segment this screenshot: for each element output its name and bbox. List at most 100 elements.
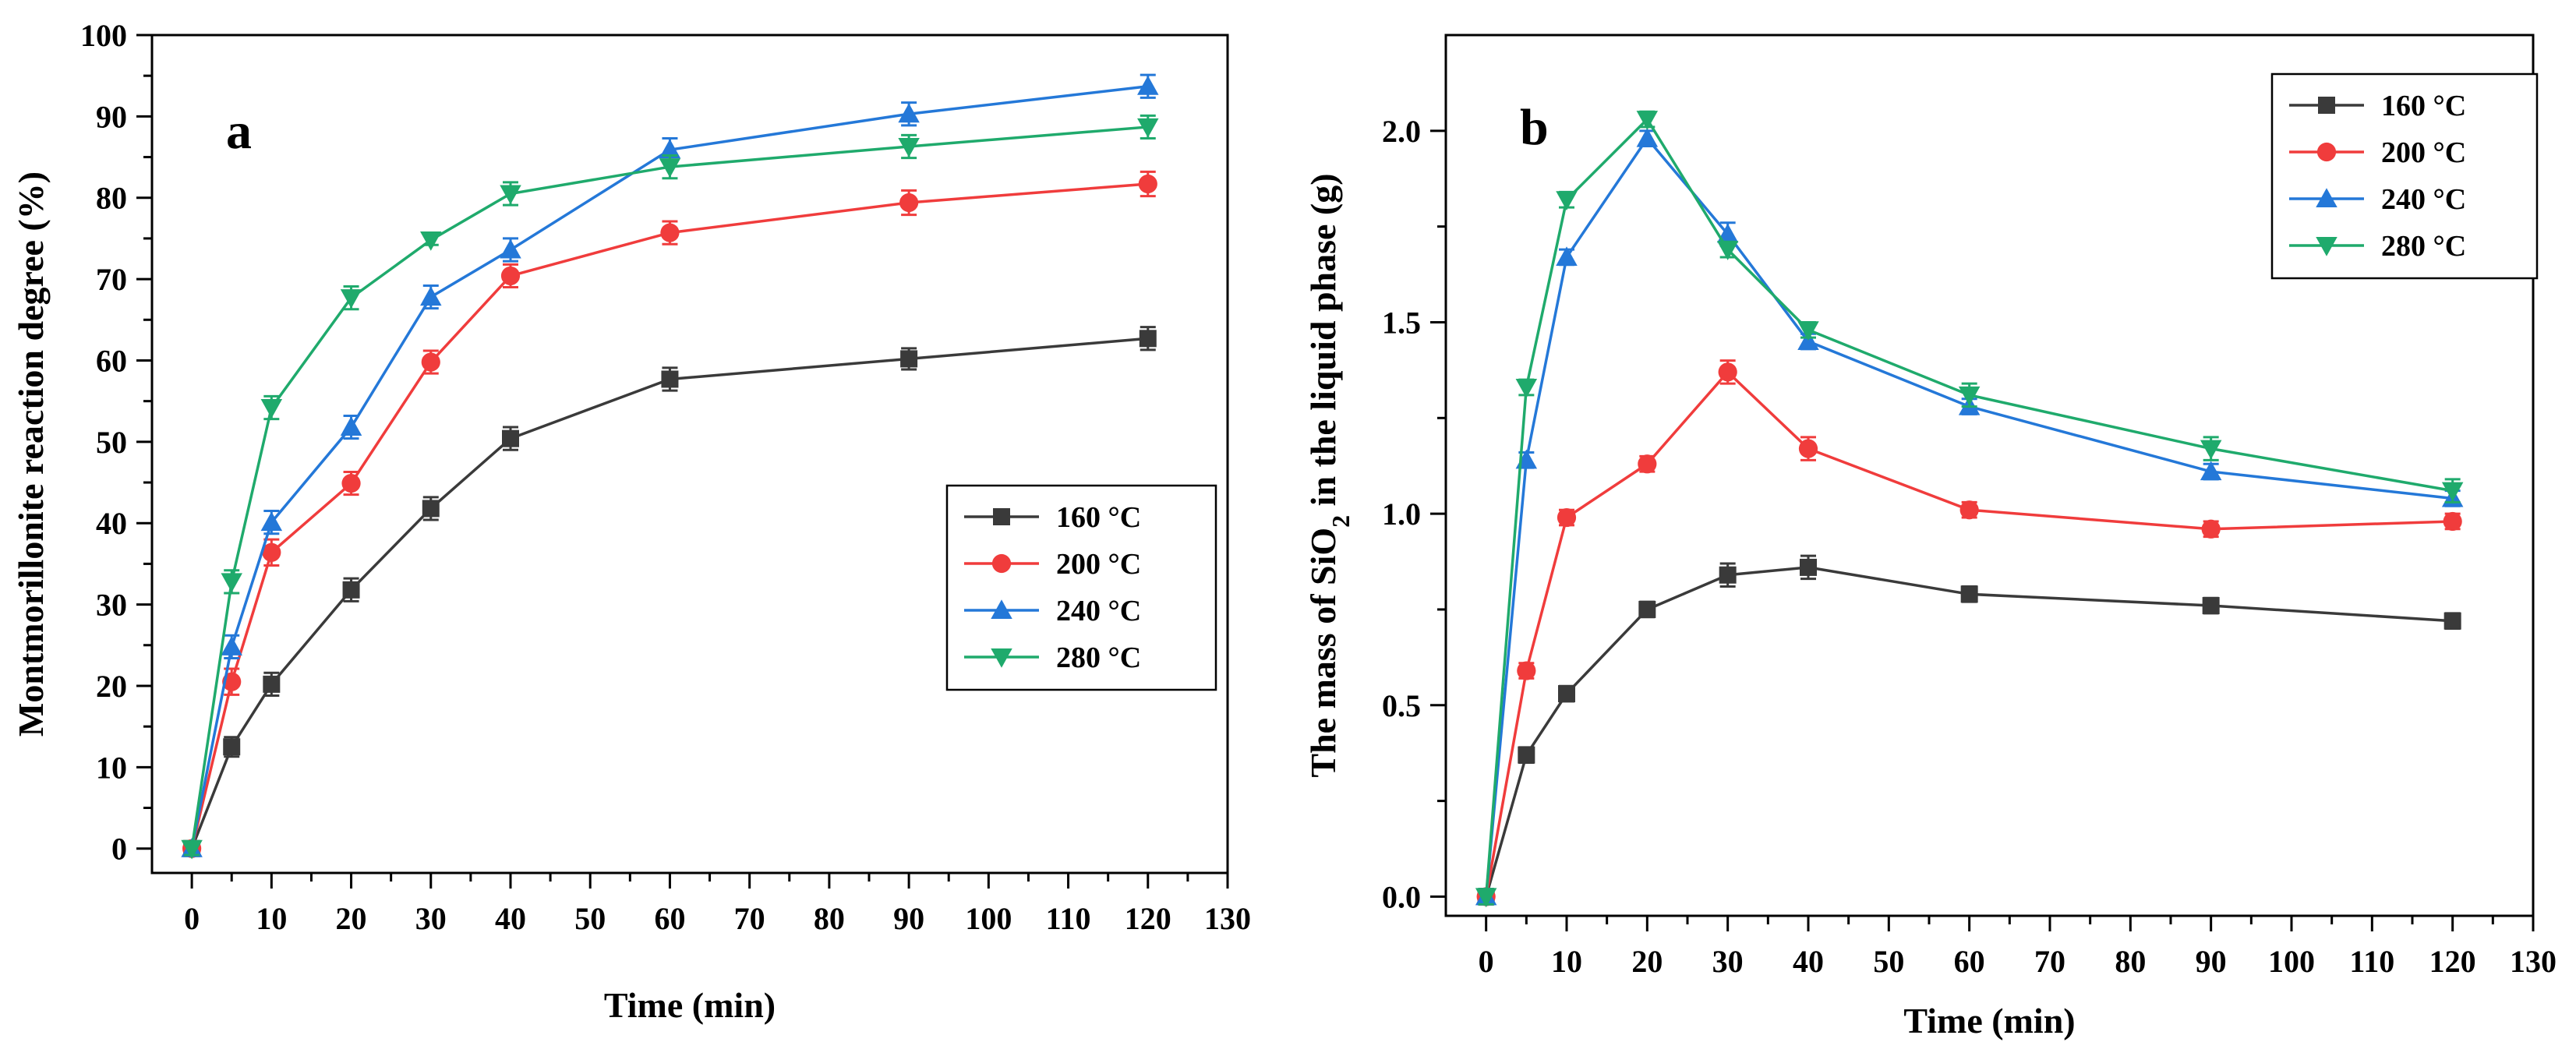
- legend-entry: 280 °C: [964, 641, 1141, 674]
- data-point: [1556, 191, 1578, 211]
- legend-marker: [991, 553, 1012, 574]
- x-tick-label: 60: [654, 901, 685, 936]
- x-tick-label: 90: [893, 901, 924, 936]
- y-tick-label: 1.5: [1382, 305, 1421, 340]
- data-point: [2441, 482, 2464, 502]
- data-point: [500, 185, 521, 205]
- x-tick-label: 120: [1125, 901, 1171, 936]
- legend-entry: 160 °C: [964, 501, 1141, 534]
- data-point: [2201, 519, 2221, 539]
- data-point: [1138, 174, 1157, 194]
- x-axis: 0 10 20 30 40 50 60 70 80 90 100 110 120 130: [1479, 916, 2557, 979]
- series-160C: [1477, 554, 2461, 906]
- data-point: [898, 103, 920, 123]
- data-point: [1960, 585, 1978, 603]
- y-axis-title: Montmorillonite reaction degree (%): [11, 171, 51, 737]
- x-tick-label: 130: [2510, 944, 2557, 979]
- data-point: [1137, 76, 1159, 95]
- data-point: [1636, 127, 1659, 147]
- x-tick-label: 30: [415, 901, 447, 936]
- data-point: [1716, 223, 1739, 243]
- x-axis: 0 10 20 30 40 50 60 70 80 90 100 110 120 130: [184, 873, 1251, 936]
- x-tick-label: 30: [1712, 944, 1744, 979]
- legend-entry: 200 °C: [2289, 136, 2466, 169]
- data-point: [263, 675, 281, 693]
- legend-entry: 280 °C: [2289, 230, 2466, 263]
- plot-frame: [150, 34, 1229, 874]
- x-tick-label: 70: [734, 901, 765, 936]
- data-point: [223, 738, 241, 756]
- data-point: [500, 266, 521, 286]
- legend-label: 240 °C: [2381, 183, 2466, 216]
- data-point: [340, 289, 362, 309]
- panel-letter: a: [226, 103, 252, 160]
- data-point: [1798, 439, 1818, 458]
- x-tick-label: 10: [1551, 944, 1582, 979]
- y-tick-label: 90: [96, 99, 127, 134]
- x-tick-label: 20: [1631, 944, 1663, 979]
- data-point: [2443, 511, 2462, 532]
- legend-label: 200 °C: [2381, 136, 2466, 169]
- data-point: [1718, 362, 1737, 382]
- data-point: [2443, 612, 2461, 630]
- y-axis: 0.0 0.5 1.0 1.5 2.0: [1382, 114, 1446, 914]
- y-tick-label: 0.5: [1382, 688, 1421, 723]
- data-point: [1958, 386, 1981, 406]
- data-point: [659, 158, 681, 178]
- legend: 160 °C 200 °C 240 °C 280 °C: [945, 484, 1217, 691]
- data-point: [1558, 685, 1575, 703]
- legend-entry: 200 °C: [964, 548, 1141, 581]
- legend-marker: [993, 508, 1010, 525]
- x-tick-label: 70: [2034, 944, 2065, 979]
- x-tick-label: 0: [184, 901, 200, 936]
- data-point: [1719, 566, 1737, 584]
- data-point: [660, 223, 680, 242]
- data-point: [1797, 321, 1819, 341]
- y-tick-label: 0: [111, 832, 127, 867]
- legend-label: 240 °C: [1056, 595, 1141, 627]
- data-point: [1517, 661, 1536, 680]
- data-point: [420, 286, 442, 306]
- x-tick-label: 50: [1873, 944, 1904, 979]
- data-point: [1959, 500, 1979, 520]
- legend-label: 200 °C: [1056, 548, 1141, 581]
- data-point: [1475, 888, 1497, 908]
- data-point: [422, 500, 440, 518]
- data-point: [1139, 330, 1157, 348]
- data-point: [342, 581, 360, 599]
- legend-marker: [2318, 97, 2335, 114]
- legend-marker: [2316, 188, 2337, 207]
- y-tick-label: 70: [96, 262, 127, 297]
- data-point: [2200, 440, 2222, 460]
- y-tick-label: 80: [96, 181, 127, 216]
- data-point: [1518, 746, 1535, 764]
- data-point: [421, 352, 440, 372]
- data-point: [2202, 597, 2220, 615]
- series-160C: [183, 326, 1157, 857]
- legend-marker: [991, 599, 1012, 619]
- legend-marker: [991, 648, 1012, 668]
- legend-label: 160 °C: [2381, 90, 2466, 122]
- y-tick-label: 0.0: [1382, 879, 1421, 914]
- y-tick-label: 100: [80, 18, 127, 53]
- data-point: [899, 193, 919, 213]
- data-point: [502, 429, 519, 447]
- x-tick-label: 60: [1954, 944, 1985, 979]
- data-point: [260, 399, 283, 419]
- x-tick-label: 100: [965, 901, 1012, 936]
- x-tick-label: 100: [2268, 944, 2315, 979]
- data-point: [1636, 111, 1659, 130]
- legend-entry: 160 °C: [2289, 90, 2466, 122]
- data-point: [420, 231, 442, 251]
- x-tick-label: 40: [495, 901, 526, 936]
- x-tick-label: 90: [2196, 944, 2227, 979]
- data-point: [1638, 454, 1657, 474]
- series-280C: [1475, 110, 2464, 908]
- y-tick-label: 1.0: [1382, 496, 1421, 532]
- x-tick-label: 120: [2429, 944, 2476, 979]
- data-point: [262, 542, 281, 562]
- data-point: [2200, 461, 2222, 481]
- data-point: [260, 511, 283, 532]
- data-point: [1638, 600, 1656, 618]
- data-point: [1556, 246, 1578, 266]
